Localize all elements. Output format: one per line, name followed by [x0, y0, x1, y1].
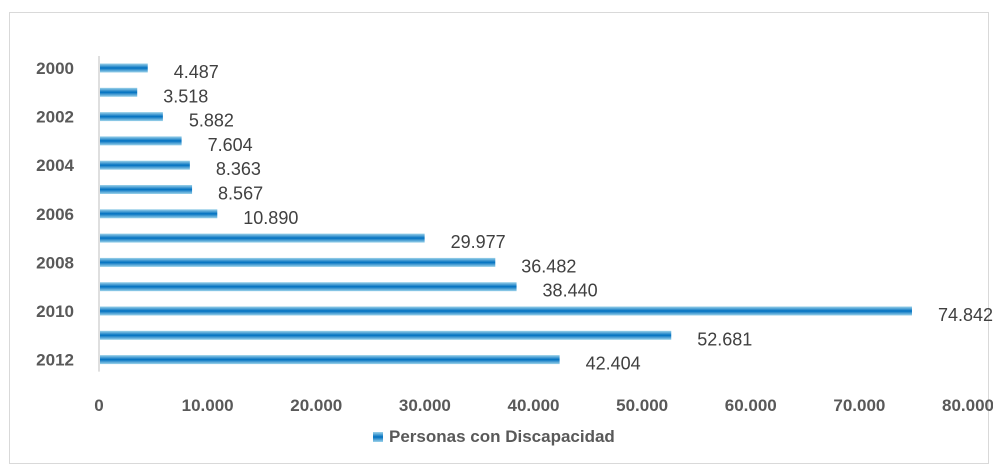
- bar-2010: [100, 306, 912, 316]
- x-axis: 0 10.000 20.000 30.000 40.000 50.000 60.000 70.…: [94, 396, 993, 415]
- data-label-2001: 3.518: [163, 86, 208, 106]
- x-tick-80000: 80.000: [942, 396, 993, 415]
- y-tick-2008: 2008: [36, 253, 74, 272]
- legend: Personas con Discapacidad: [373, 427, 615, 446]
- bar-2005: [100, 185, 193, 194]
- bar-2009: [100, 282, 517, 292]
- bar-2007: [100, 233, 425, 243]
- data-label-2009: 38.440: [543, 281, 598, 301]
- y-axis: 2000 2002 2004 2006 2008 2010 2012: [36, 56, 100, 372]
- bar-2006: [100, 209, 218, 219]
- y-tick-2012: 2012: [36, 351, 74, 370]
- x-tick-30000: 30.000: [399, 396, 451, 415]
- data-label-2000: 4.487: [174, 62, 219, 82]
- data-label-2006: 10.890: [243, 208, 298, 228]
- bar-2004: [100, 160, 190, 170]
- data-label-2008: 36.482: [521, 256, 576, 276]
- x-tick-40000: 40.000: [508, 396, 560, 415]
- y-tick-2000: 2000: [36, 59, 74, 78]
- data-label-2005: 8.567: [218, 184, 263, 204]
- x-tick-50000: 50.000: [616, 396, 668, 415]
- y-tick-2004: 2004: [36, 156, 74, 175]
- y-tick-2002: 2002: [36, 108, 74, 127]
- bar-2002: [100, 112, 163, 122]
- y-tick-2006: 2006: [36, 205, 74, 224]
- x-tick-70000: 70.000: [833, 396, 885, 415]
- bar-2008: [100, 257, 496, 267]
- bar-2000: [100, 63, 148, 73]
- data-label-2004: 8.363: [216, 159, 261, 179]
- x-tick-60000: 60.000: [725, 396, 777, 415]
- data-label-2010: 74.842: [938, 305, 993, 325]
- x-tick-20000: 20.000: [290, 396, 342, 415]
- x-tick-10000: 10.000: [182, 396, 234, 415]
- bar-2003: [100, 136, 182, 146]
- x-tick-0: 0: [94, 396, 103, 415]
- bar-2011: [100, 330, 672, 340]
- bars-layer: [100, 63, 912, 365]
- y-tick-2010: 2010: [36, 302, 74, 321]
- bar-2012: [100, 355, 560, 365]
- bar-2001: [100, 87, 138, 97]
- data-label-2002: 5.882: [189, 111, 234, 131]
- legend-label: Personas con Discapacidad: [389, 427, 615, 446]
- data-labels-layer: 4.487 3.518 5.882 7.604 8.363 8.567 10.890 29.9…: [163, 62, 993, 374]
- data-label-2007: 29.977: [451, 232, 506, 252]
- data-label-2003: 7.604: [208, 135, 253, 155]
- legend-swatch: [373, 432, 383, 442]
- data-label-2012: 42.404: [586, 354, 641, 374]
- data-label-2011: 52.681: [697, 329, 752, 349]
